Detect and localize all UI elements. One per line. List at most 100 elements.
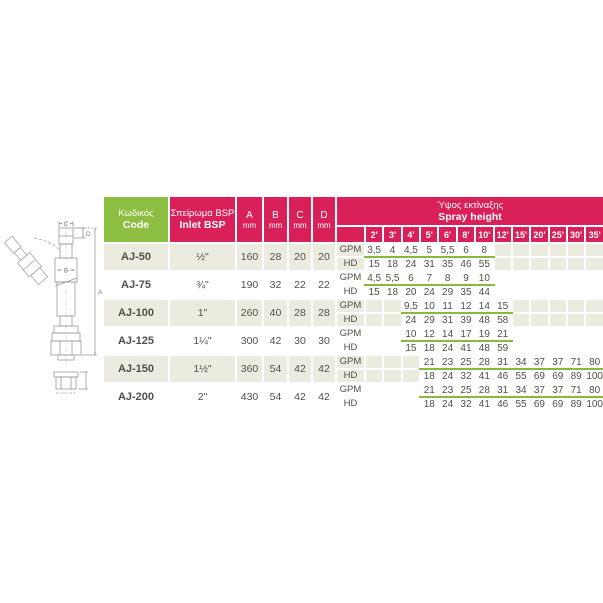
hd-value-cell: 31 xyxy=(442,314,454,326)
gpm-value-cell: 23 xyxy=(437,356,459,370)
hd-value-cell: 24 xyxy=(442,370,454,382)
gpm-value-cell: 19 xyxy=(474,328,495,342)
code-cell: AJ-200 xyxy=(117,391,155,403)
hd-value-cell xyxy=(531,342,547,354)
gpm-value-cell xyxy=(531,328,547,340)
hd-value-cell: 15 xyxy=(368,258,380,270)
gpm-value-cell: 80 xyxy=(584,356,603,370)
hd-value-cell: 39 xyxy=(460,314,472,326)
gpm-value-cell xyxy=(403,384,419,396)
hd-value-cell xyxy=(568,342,584,354)
gpm-value-cell: 4,5 xyxy=(363,272,385,286)
hd-value-cell xyxy=(403,398,419,410)
spray-height-tick: 12' xyxy=(494,227,511,242)
gpm-value-cell: 3,5 xyxy=(363,244,385,258)
gpm-value-cell: 14 xyxy=(474,300,495,314)
code-cell: AJ-75 xyxy=(121,279,151,291)
dim-c-cell: 42 xyxy=(289,356,311,382)
spray-height-tick: 25' xyxy=(549,227,566,242)
hd-value-cell xyxy=(586,314,603,326)
spray-subheader-blank xyxy=(337,227,364,242)
hd-label: HD xyxy=(343,398,358,409)
gpm-value-cell: 5,5 xyxy=(382,272,404,286)
hd-value-cell: 18 xyxy=(386,258,399,270)
gpm-value-cell xyxy=(567,300,585,312)
hd-value-cell: 18 xyxy=(423,370,435,382)
gpm-value-cell xyxy=(366,356,383,368)
gpm-value-cell: 28 xyxy=(474,356,495,370)
inlet-header-english: Inlet BSP xyxy=(179,219,226,231)
spray-height-tick: 15' xyxy=(512,227,530,242)
dim-c-cell: 20 xyxy=(289,244,311,270)
hd-value-cell: 18 xyxy=(423,342,435,354)
spray-height-tick: 30' xyxy=(567,227,585,242)
bottom-nut-fitting xyxy=(53,371,88,394)
gpm-value-cell xyxy=(384,384,400,396)
gpm-value-cell xyxy=(384,300,401,312)
gpm-value-cell: 14 xyxy=(437,328,459,342)
dim-d-cell: 28 xyxy=(313,300,335,326)
hd-value-cell: 41 xyxy=(478,398,490,410)
inlet-cell: 1½" xyxy=(170,356,235,382)
hd-value-cell xyxy=(402,370,420,382)
inlet-column-header: Σπείρωμα BSP Inlet BSP xyxy=(170,197,235,242)
gpm-value-cell xyxy=(549,300,566,312)
dim-b-cell: 28 xyxy=(264,244,287,270)
gpm-value-cell xyxy=(550,272,566,284)
hd-value-cell: 18 xyxy=(386,286,399,298)
code-cell: AJ-100 xyxy=(104,300,168,326)
gpm-value-cell: 10 xyxy=(474,272,495,286)
hd-value-cell: 41 xyxy=(478,370,490,382)
gpm-label: GPM xyxy=(339,272,362,283)
gpm-value-cell xyxy=(549,244,566,256)
gpm-value-cell xyxy=(513,328,529,340)
hd-value-cell: 46 xyxy=(497,398,509,410)
spray-height-tick: 2' xyxy=(366,227,383,242)
dim-c-cell: 22 xyxy=(294,279,306,291)
gpm-value-cell: 5,5 xyxy=(437,244,459,258)
hd-value-cell: 89 xyxy=(570,398,582,410)
hd-label: HD xyxy=(337,370,364,382)
gpm-label: GPM xyxy=(337,356,364,368)
gpm-value-cell: 37 xyxy=(529,356,551,370)
hd-value-cell: 35 xyxy=(442,258,454,270)
dim-a-cell: 160 xyxy=(237,244,262,270)
hd-value-cell xyxy=(513,286,529,298)
hd-value-cell xyxy=(384,370,401,382)
code-cell: AJ-50 xyxy=(104,244,168,270)
gpm-value-cell xyxy=(586,300,603,312)
spray-height-tick: 20' xyxy=(531,227,548,242)
dim-d-cell: 20 xyxy=(313,244,335,270)
hd-value-cell xyxy=(384,314,401,326)
hd-value-cell: 89 xyxy=(570,370,582,382)
dim-a-cell: 360 xyxy=(237,356,262,382)
hd-value-cell: 46 xyxy=(497,370,509,382)
hd-value-cell xyxy=(531,314,548,326)
gpm-value-cell xyxy=(513,272,529,284)
hd-value-cell: 32 xyxy=(460,398,472,410)
hd-value-cell: 20 xyxy=(405,286,417,298)
gpm-value-cell: 21 xyxy=(419,356,440,370)
gpm-value-cell xyxy=(366,328,382,340)
dim-b-header: B mm xyxy=(264,197,287,242)
gpm-value-cell: 8 xyxy=(474,244,495,258)
spray-height-tick: 6' xyxy=(439,227,456,242)
dim-d-cell: 42 xyxy=(313,356,335,382)
spray-height-tick: 3' xyxy=(384,227,401,242)
hd-value-cell: 44 xyxy=(478,286,490,298)
gpm-value-cell xyxy=(366,300,383,312)
gpm-value-cell xyxy=(384,328,400,340)
dim-c-cell: 30 xyxy=(294,335,306,347)
gpm-value-cell xyxy=(568,328,584,340)
hd-value-cell: 24 xyxy=(405,258,417,270)
gpm-value-cell: 37 xyxy=(547,384,569,398)
hd-value-cell xyxy=(512,258,530,270)
code-cell: AJ-125 xyxy=(117,335,155,347)
hd-value-cell: 100 xyxy=(586,398,603,410)
inlet-cell: ½" xyxy=(170,244,235,270)
gpm-value-cell: 31 xyxy=(492,384,514,398)
hd-value-cell: 24 xyxy=(405,314,417,326)
dim-b-cell: 32 xyxy=(269,279,282,291)
gpm-value-cell: 25 xyxy=(455,356,477,370)
hd-value-cell: 55 xyxy=(515,370,527,382)
